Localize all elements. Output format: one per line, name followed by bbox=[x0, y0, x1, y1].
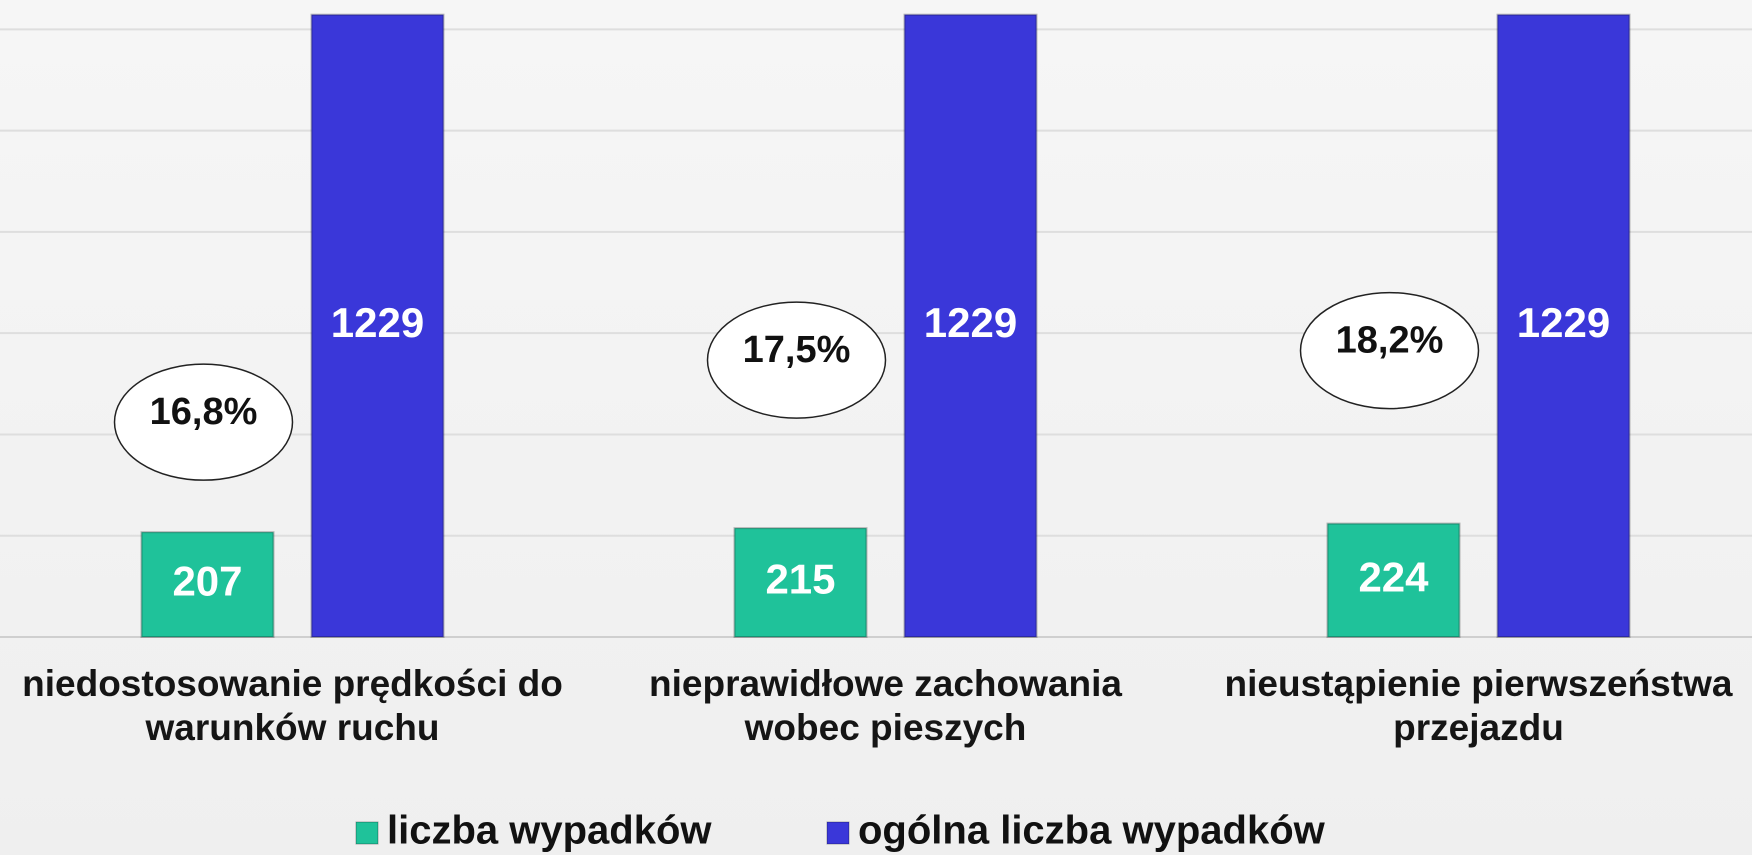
annotation-label: 16,8% bbox=[150, 391, 258, 433]
annotation-ellipse bbox=[113, 363, 294, 481]
legend-swatch bbox=[355, 821, 379, 845]
legend-swatch bbox=[826, 821, 850, 845]
legend-label: liczba wypadków bbox=[387, 809, 712, 853]
bar-value-label: 1229 bbox=[331, 299, 424, 346]
annotation-ellipse bbox=[706, 301, 887, 419]
bar-value-label: 215 bbox=[765, 556, 835, 603]
annotation-ellipse bbox=[1299, 291, 1480, 410]
bar-value-label: 224 bbox=[1358, 553, 1429, 600]
bar bbox=[140, 531, 275, 639]
bar bbox=[903, 13, 1038, 638]
bar bbox=[310, 13, 445, 638]
bar bbox=[1496, 13, 1631, 638]
x-tick-label: niedostosowanie prędkości do warunków ru… bbox=[22, 663, 563, 748]
annotation-label: 17,5% bbox=[743, 329, 851, 371]
bar-value-label: 1229 bbox=[924, 299, 1017, 346]
bar bbox=[733, 527, 868, 638]
legend-label: ogólna liczba wypadków bbox=[858, 809, 1326, 853]
x-tick-label: nieprawidłowe zachowania wobec pieszych bbox=[649, 663, 1122, 748]
bar-value-label: 1229 bbox=[1517, 299, 1610, 346]
bar-value-label: 207 bbox=[172, 558, 242, 605]
annotation-label: 18,2% bbox=[1336, 320, 1444, 362]
x-tick-label: nieustąpienie pierwszeństwa przejazdu bbox=[1224, 663, 1733, 748]
bar bbox=[1326, 522, 1461, 638]
